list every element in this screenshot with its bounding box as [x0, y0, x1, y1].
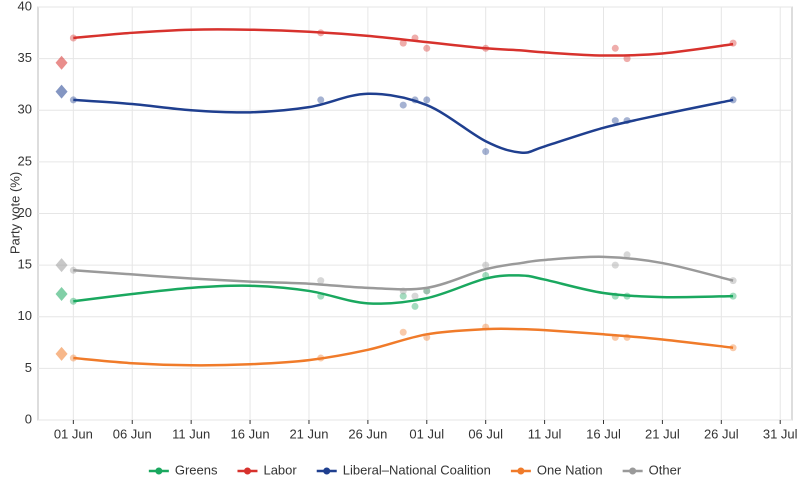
- legend-label: Greens: [175, 462, 218, 477]
- legend: Greens Labor Liberal–National Coalition One…: [148, 462, 682, 477]
- y-tick-label: 20: [18, 205, 32, 220]
- poll-point: [317, 277, 325, 285]
- legend-swatch-dot: [243, 467, 251, 475]
- x-tick-label: 26 Jun: [348, 426, 387, 441]
- x-tick-label: 06 Jul: [468, 426, 503, 441]
- legend-swatch-dot: [323, 467, 331, 475]
- poll-point: [399, 328, 407, 336]
- trend-line: [73, 28, 734, 57]
- poll-point: [411, 302, 419, 310]
- legend-swatch-dot: [155, 467, 163, 475]
- y-tick-label: 30: [18, 102, 32, 117]
- trend-line: [73, 327, 734, 367]
- poll-point: [317, 96, 325, 104]
- x-tick-label: 16 Jul: [586, 426, 621, 441]
- y-tick-label: 10: [18, 308, 32, 323]
- trend-line: [73, 255, 734, 291]
- y-tick-label: 25: [18, 153, 32, 168]
- poll-point: [482, 261, 490, 269]
- poll-point: [411, 292, 419, 300]
- poll-point: [423, 96, 431, 104]
- x-tick-label: 01 Jul: [409, 426, 444, 441]
- x-tick-label: 26 Jul: [704, 426, 739, 441]
- x-tick-label: 11 Jun: [172, 426, 210, 441]
- legend-swatch-dot: [629, 467, 637, 475]
- y-tick-label: 5: [25, 360, 32, 375]
- poll-point: [611, 117, 619, 125]
- trend-line: [73, 92, 734, 154]
- election-result: [55, 55, 68, 70]
- y-tick-label: 40: [18, 0, 32, 13]
- y-tick-label: 0: [25, 411, 32, 426]
- poll-point: [623, 251, 631, 259]
- x-tick-label: 21 Jul: [645, 426, 680, 441]
- legend-label: Liberal–National Coalition: [343, 462, 491, 477]
- poll-point: [611, 44, 619, 52]
- poll-point: [399, 39, 407, 47]
- x-tick-label: 06 Jun: [113, 426, 152, 441]
- poll-point: [623, 55, 631, 63]
- poll-point: [399, 292, 407, 300]
- election-result: [55, 287, 68, 302]
- legend-label: Other: [649, 462, 682, 477]
- legend-swatch-dot: [517, 467, 525, 475]
- election-result: [55, 258, 68, 273]
- x-tick-label: 21 Jun: [289, 426, 328, 441]
- trend-line: [73, 274, 734, 305]
- poll-point: [482, 148, 490, 156]
- poll-point: [423, 44, 431, 52]
- y-tick-label: 15: [18, 257, 32, 272]
- poll-point: [611, 261, 619, 269]
- legend-label: Labor: [263, 462, 297, 477]
- poll-point: [399, 101, 407, 109]
- x-tick-label: 11 Jul: [528, 426, 562, 441]
- x-tick-label: 01 Jun: [54, 426, 93, 441]
- x-tick-label: 16 Jun: [231, 426, 270, 441]
- y-tick-label: 35: [18, 50, 32, 65]
- y-axis-label: Party vote (%): [7, 172, 22, 254]
- election-result: [55, 84, 68, 99]
- x-tick-label: 31 Jul: [763, 426, 798, 441]
- legend-label: One Nation: [537, 462, 603, 477]
- election-result: [55, 346, 68, 361]
